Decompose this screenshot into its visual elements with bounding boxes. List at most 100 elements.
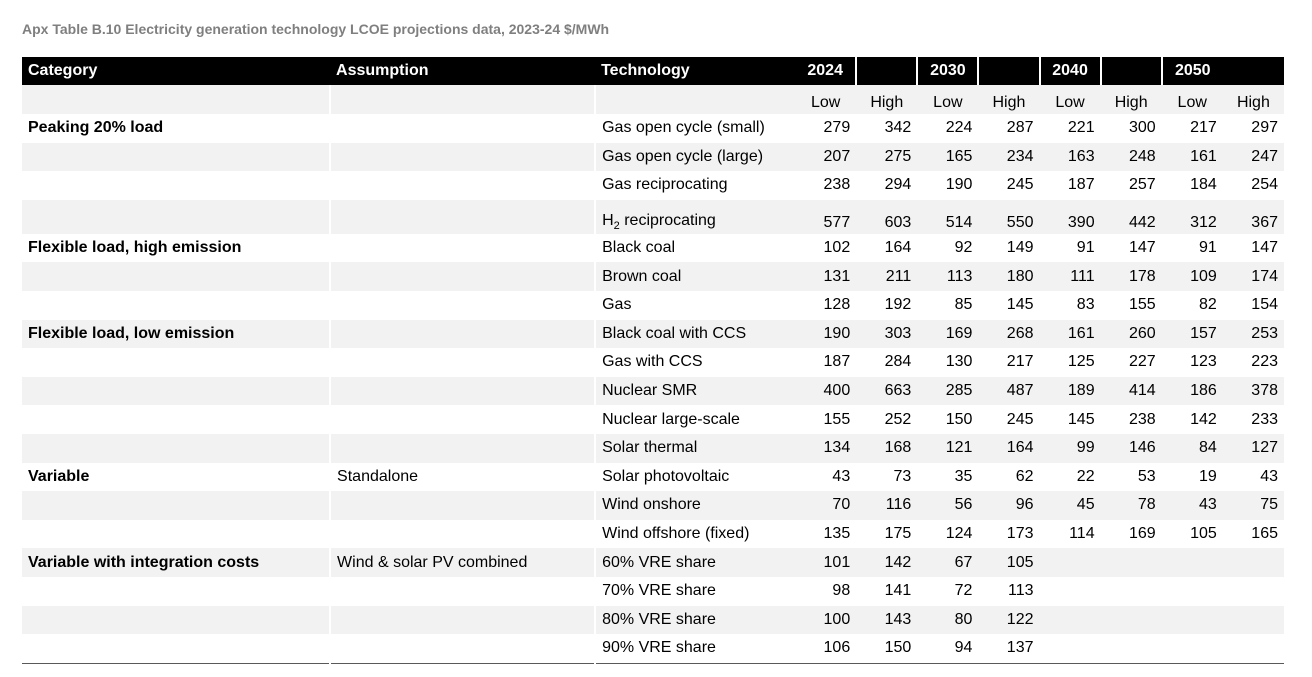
cell-value: 105 [1190,525,1217,543]
cell-value: 164 [884,239,912,257]
cell-value: 253 [1222,319,1284,349]
cell-value: 19 [1198,467,1217,485]
cell-assumption [329,114,596,143]
cell-value: 53 [1137,467,1156,485]
cell-value: 312 [1161,199,1223,234]
cell-value: 245 [1006,410,1034,428]
cell-category: Flexible load, low emission [22,319,331,349]
cell-value: 123 [1190,353,1217,371]
cell-value: 217 [1190,119,1217,137]
cell-value: 192 [884,296,912,314]
cell-value: 367 [1222,199,1284,234]
table-row: Variable with integration costs Wind & so… [22,548,1284,577]
cell-assumption [329,142,596,172]
cell-value: 300 [1128,119,1156,137]
cell-value: 154 [1251,296,1278,314]
cell-value: 124 [945,525,973,543]
subheader-low: Low [917,85,979,114]
cell-value [1222,605,1284,635]
cell-value [1040,577,1101,606]
cell-assumption [329,376,596,406]
cell-value: 62 [1015,467,1034,485]
cell-value [1100,605,1162,635]
subheader-high: High [1222,85,1284,114]
header-assumption: Assumption [330,57,596,85]
cell-value: 111 [1039,262,1101,291]
header-technology: Technology [595,57,796,85]
cell-technology: Gas with CCS [594,348,796,377]
cell-value: 390 [1039,199,1101,234]
cell-value: 43 [1161,491,1223,520]
cell-assumption [329,605,596,635]
cell-value: 116 [856,491,918,520]
cell-category [22,491,331,520]
cell-value: 147 [1128,239,1156,257]
cell-technology: Gas open cycle (large) [594,142,796,172]
cell-technology: Gas [594,290,796,320]
cell-value: 279 [823,119,851,137]
cell-technology: H2 reciprocating [594,199,796,234]
cell-assumption: Wind & solar PV combined [329,548,596,577]
cell-value: 378 [1222,376,1284,406]
cell-technology: Gas reciprocating [594,171,796,200]
table-row: Gas reciprocating 238 294 190 245 187 257 184 25… [22,171,1284,200]
table-row: Gas 128 192 85 145 83 155 82 154 [22,290,1284,320]
cell-value: 96 [978,491,1040,520]
cell-value: 285 [917,376,979,406]
cell-technology: Nuclear SMR [594,376,796,406]
cell-value [1161,548,1223,577]
cell-value: 294 [884,176,912,194]
header-year-gap [977,57,1041,85]
cell-value: 92 [954,239,973,257]
cell-value: 189 [1039,376,1101,406]
header-year-2024: 2024 [795,57,857,85]
cell-value: 186 [1161,376,1223,406]
cell-value: 514 [917,199,979,234]
cell-value [1222,548,1284,577]
table-row: Nuclear large-scale 155 252 150 245 145 238 142… [22,405,1284,434]
cell-assumption: Standalone [329,462,596,492]
cell-technology: Black coal with CCS [594,319,796,349]
cell-value: 70 [795,491,857,520]
cell-value: 174 [1222,262,1284,291]
cell-value: 143 [856,605,918,635]
cell-value: 414 [1100,376,1162,406]
cell-value: 113 [1007,582,1034,600]
cell-value: 169 [1128,525,1156,543]
cell-value: 190 [795,319,857,349]
cell-value: 102 [823,239,851,257]
cell-technology: 80% VRE share [594,605,796,635]
cell-value: 113 [917,262,979,291]
cell-value: 165 [1251,525,1278,543]
cell-value: 131 [795,262,857,291]
cell-value: 43 [832,467,851,485]
cell-value: 75 [1222,491,1284,520]
cell-technology: Solar thermal [594,433,796,463]
cell-value: 238 [823,176,851,194]
cell-technology: Wind offshore (fixed) [594,519,796,549]
header-year-gap [855,57,919,85]
cell-value: 400 [795,376,857,406]
cell-value: 175 [884,525,912,543]
cell-value: 150 [856,634,918,664]
cell-technology: Nuclear large-scale [594,405,796,434]
table-row: Wind offshore (fixed) 135 175 124 173 114 169 1… [22,519,1284,549]
cell-value: 180 [978,262,1040,291]
cell-technology: Gas open cycle (small) [594,114,796,143]
cell-value: 190 [945,176,973,194]
cell-value: 187 [1067,176,1095,194]
cell-value: 233 [1251,410,1278,428]
cell-value: 184 [1190,176,1217,194]
cell-value: 663 [856,376,918,406]
cell-value: 147 [1251,239,1278,257]
subheader-high: High [856,85,918,114]
cell-assumption [329,519,596,549]
cell-value: 163 [1039,142,1101,172]
cell-value: 165 [917,142,979,172]
cell-value [1100,548,1162,577]
table-row: Flexible load, low emission Black coal wi… [22,319,1284,349]
cell-value: 109 [1161,262,1223,291]
table-row: Wind onshore 70 116 56 96 45 78 43 75 [22,491,1284,520]
cell-value: 297 [1251,119,1278,137]
cell-value: 121 [917,433,979,463]
